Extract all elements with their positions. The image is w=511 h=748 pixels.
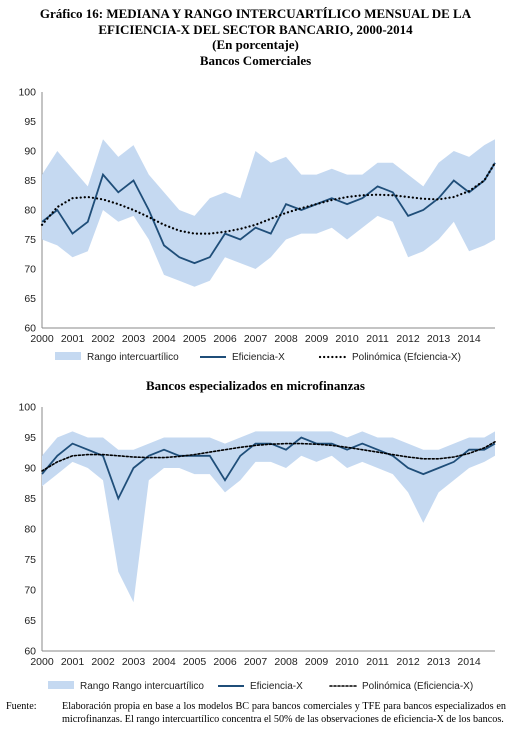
x-tick-label: 2002 — [91, 656, 115, 668]
x-tick-label: 2005 — [183, 656, 207, 668]
x-tick-label: 2004 — [152, 333, 176, 345]
chart1-subtitle: Bancos Comerciales — [199, 52, 312, 68]
y-tick-label: 65 — [24, 615, 36, 627]
x-tick-label: 2006 — [213, 333, 237, 345]
chart-title-line2: EFICIENCIA-X DEL SECTOR BANCARIO, 2000-2… — [98, 21, 413, 37]
interquartile-range-band — [42, 431, 495, 603]
commercial-banks-chart: 60 65 70 75 80 85 90 95 100 2000 2001 2002 2003 2004 2… — [18, 87, 497, 363]
x-tick-label: 2000 — [30, 333, 54, 345]
x-tick-label: 2014 — [457, 656, 481, 668]
x-tick-label: 2001 — [61, 333, 85, 345]
x-tick-label: 2008 — [274, 656, 298, 668]
legend-band-label: Rango Rango intercuartílico — [80, 681, 204, 692]
x-tick-label: 2013 — [427, 333, 451, 345]
y-tick-label: 95 — [24, 116, 36, 128]
legend-efficiency-label: Eficiencia-X — [232, 352, 285, 363]
x-tick-label: 2014 — [457, 333, 481, 345]
x-tick-label: 2005 — [183, 333, 207, 345]
y-tick-label: 60 — [24, 646, 36, 658]
chart2-subtitle: Bancos especializados en microfinanzas — [146, 378, 365, 393]
legend-band-swatch — [48, 681, 74, 689]
x-tick-label: 2002 — [91, 333, 115, 345]
x-tick-label: 2013 — [427, 656, 451, 668]
y-tick-label: 75 — [24, 234, 36, 246]
y-tick-label: 90 — [24, 463, 36, 475]
x-tick-label: 2007 — [244, 656, 268, 668]
chart-title-line1: Gráfico 16: MEDIANA Y RANGO INTERCUARTÍL… — [39, 6, 472, 21]
x-tick-label: 2009 — [305, 333, 329, 345]
x-tick-label: 2003 — [122, 333, 146, 345]
chart-title-line3: (En porcentaje) — [212, 37, 299, 52]
x-tick-label: 2008 — [274, 333, 298, 345]
x-tick-label: 2012 — [396, 333, 420, 345]
chart-title-block: Gráfico 16: MEDIANA Y RANGO INTERCUARTÍL… — [0, 6, 511, 68]
y-tick-label: 90 — [24, 146, 36, 158]
x-tick-label: 2004 — [152, 656, 176, 668]
legend-trend-label: Polinómica (Eficiencia-X) — [362, 681, 473, 692]
legend-efficiency-label: Eficiencia-X — [250, 681, 303, 692]
x-tick-label: 2003 — [122, 656, 146, 668]
source-text: Elaboración propia en base a los modelos… — [62, 701, 506, 725]
interquartile-range-band — [42, 139, 495, 287]
y-tick-label: 80 — [24, 524, 36, 536]
y-tick-label: 100 — [18, 87, 36, 99]
efficiency-x-line — [41, 162, 496, 265]
y-tick-label: 85 — [24, 175, 36, 187]
legend-band-swatch — [55, 352, 81, 360]
x-tick-label: 2010 — [335, 333, 359, 345]
x-tick-label: 2012 — [396, 656, 420, 668]
y-tick-label: 70 — [24, 585, 36, 597]
x-tick-label: 2011 — [366, 333, 389, 345]
x-tick-label: 2000 — [30, 656, 54, 668]
x-tick-label: 2007 — [244, 333, 268, 345]
x-tick-label: 2011 — [366, 656, 389, 668]
y-tick-label: 80 — [24, 205, 36, 217]
y-tick-label: 85 — [24, 493, 36, 505]
y-tick-label: 70 — [24, 264, 36, 276]
legend-band-label: Rango intercuartílico — [87, 352, 179, 363]
source-note: Fuente: Elaboración propia en base a los… — [6, 700, 506, 726]
y-tick-label: 75 — [24, 554, 36, 566]
y-tick-label: 65 — [24, 293, 36, 305]
x-tick-label: 2010 — [335, 656, 359, 668]
y-tick-label: 100 — [18, 402, 36, 414]
x-tick-label: 2009 — [305, 656, 329, 668]
legend-trend-label: Polinómica (Efciencia-X) — [352, 352, 461, 363]
x-tick-label: 2001 — [61, 656, 85, 668]
x-tick-label: 2006 — [213, 656, 237, 668]
y-tick-label: 95 — [24, 432, 36, 444]
polynomial-trend-line — [41, 440, 496, 472]
source-label: Fuente: — [6, 701, 37, 712]
microfinance-banks-chart: 60 65 70 75 80 85 90 95 100 2000 2001 2002 2003 2004 2… — [18, 402, 496, 692]
y-tick-label: 60 — [24, 323, 36, 335]
